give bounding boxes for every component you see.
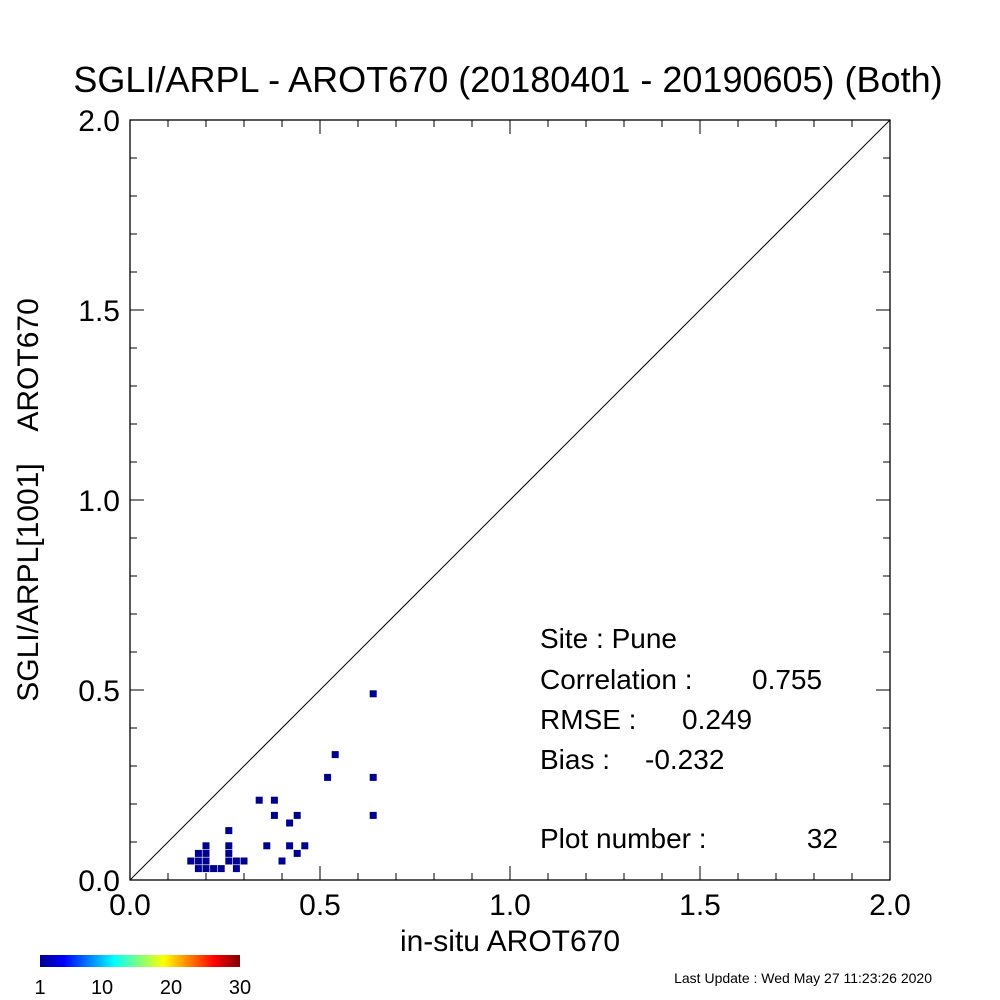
y-tick-label: 0.5 <box>78 675 120 708</box>
stats-site: Site : Pune <box>540 623 677 654</box>
data-point <box>210 865 218 873</box>
one-to-one-line <box>129 119 891 881</box>
data-point <box>270 811 278 819</box>
y-tick-label: 2.0 <box>78 105 120 138</box>
major-ticks <box>129 119 891 881</box>
last-update-text: Last Update : Wed May 27 11:23:26 2020 <box>674 970 932 986</box>
colorbar-tick-label: 20 <box>160 977 182 999</box>
data-point <box>255 796 263 804</box>
x-tick-label: 1.0 <box>489 889 531 922</box>
data-point <box>232 857 240 865</box>
y-axis-label: SGLI/ARPL[1001] AROT670 <box>12 298 45 702</box>
data-point <box>217 865 225 873</box>
x-tick-label: 1.5 <box>679 889 721 922</box>
x-tick-label: 0.0 <box>109 889 151 922</box>
data-point <box>240 857 248 865</box>
data-point <box>232 865 240 873</box>
data-point <box>187 857 195 865</box>
data-point <box>202 857 210 865</box>
data-point <box>194 865 202 873</box>
y-tick-label: 1.0 <box>78 485 120 518</box>
data-point <box>225 827 233 835</box>
colorbar: 1 10 20 30 <box>34 955 251 999</box>
data-point <box>301 842 309 850</box>
stats-plot-number-label: Plot number : <box>540 823 707 854</box>
data-point <box>194 849 202 857</box>
stats-plot-number-value: 32 <box>807 823 838 854</box>
data-point <box>202 865 210 873</box>
stats-correlation-label: Correlation : <box>540 664 693 695</box>
plot-area <box>129 119 891 881</box>
chart-title: SGLI/ARPL - AROT670 (20180401 - 20190605… <box>73 59 942 100</box>
data-point <box>286 819 294 827</box>
data-point <box>225 842 233 850</box>
data-point <box>293 811 301 819</box>
data-points <box>187 690 377 873</box>
x-tick-label: 0.5 <box>299 889 341 922</box>
data-point <box>293 849 301 857</box>
colorbar-gradient <box>40 955 240 967</box>
data-point <box>369 773 377 781</box>
colorbar-tick-label: 10 <box>91 977 113 999</box>
data-point <box>225 857 233 865</box>
data-point <box>286 842 294 850</box>
data-point <box>369 690 377 698</box>
data-point <box>278 857 286 865</box>
stats-box: Site : Pune Correlation : 0.755 RMSE : 0… <box>540 623 838 854</box>
stats-rmse-value: 0.249 <box>682 704 752 735</box>
stats-bias-label: Bias : <box>540 744 610 775</box>
stats-bias-value: -0.232 <box>645 744 724 775</box>
data-point <box>202 842 210 850</box>
stats-correlation-value: 0.755 <box>752 664 822 695</box>
stats-rmse-label: RMSE : <box>540 704 636 735</box>
data-point <box>324 773 332 781</box>
data-point <box>331 751 339 759</box>
data-point <box>225 849 233 857</box>
x-tick-label: 2.0 <box>869 889 911 922</box>
x-tick-labels: 0.0 0.5 1.0 1.5 2.0 <box>109 889 911 922</box>
colorbar-labels: 1 10 20 30 <box>34 977 251 999</box>
y-tick-label: 1.5 <box>78 295 120 328</box>
colorbar-tick-label: 30 <box>229 977 251 999</box>
data-point <box>194 857 202 865</box>
y-tick-labels: 0.0 0.5 1.0 1.5 2.0 <box>78 105 120 898</box>
y-tick-label: 0.0 <box>78 865 120 898</box>
data-point <box>369 811 377 819</box>
data-point <box>270 796 278 804</box>
minor-ticks <box>130 120 890 880</box>
x-axis-label: in-situ AROT670 <box>400 925 620 958</box>
data-point <box>263 842 271 850</box>
data-point <box>202 849 210 857</box>
colorbar-tick-label: 1 <box>34 977 45 999</box>
